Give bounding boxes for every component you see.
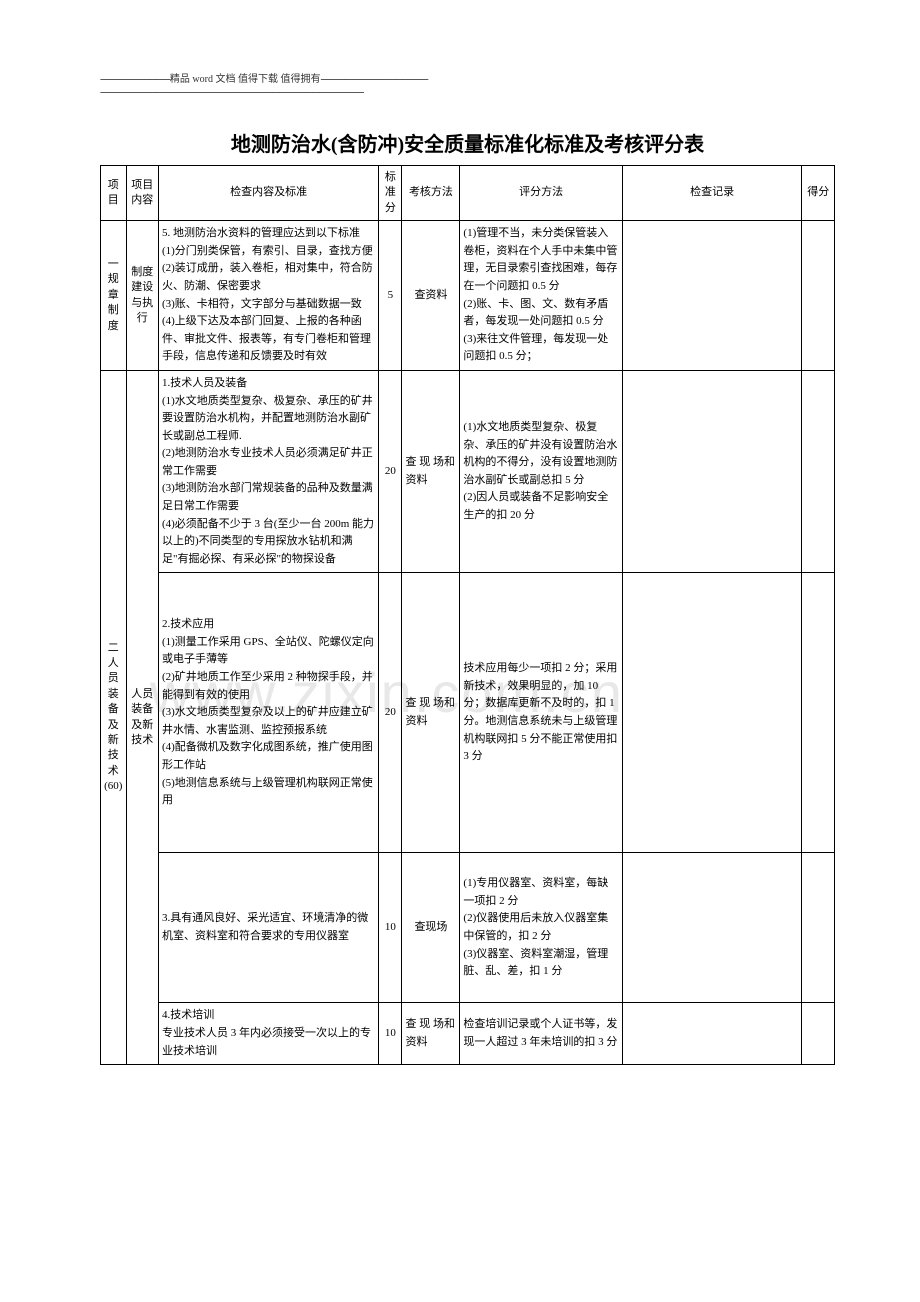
cell-scoring: (1)管理不当，未分类保管装入卷柜，资料在个人手中未集中管理，无目录索引查找困难… [460,221,622,371]
header-line-1: ------------------------------精品 word 文档… [100,70,835,85]
col-header-points: 得分 [802,166,835,221]
table-row: 4.技术培训专业技术人员 3 年内必须接受一次以上的专业技术培训 10 查 现 … [101,1003,835,1065]
col-header-score: 标准分 [379,166,402,221]
cell-points [802,370,835,573]
cell-content: 3.具有通风良好、采光适宜、环境清净的微机室、资料室和符合要求的专用仪器室 [158,853,378,1003]
cell-score: 10 [379,853,402,1003]
cell-project: 一规章制度 [101,221,127,371]
cell-method: 查 现 场和资料 [402,573,460,853]
cell-score: 20 [379,370,402,573]
cell-method: 查 现 场和资料 [402,370,460,573]
cell-content: 4.技术培训专业技术人员 3 年内必须接受一次以上的专业技术培训 [158,1003,378,1065]
cell-record [622,853,802,1003]
page-title: 地测防治水(含防冲)安全质量标准化标准及考核评分表 [100,128,835,157]
cell-method: 查资料 [402,221,460,371]
cell-score: 10 [379,1003,402,1065]
cell-scoring: (1)水文地质类型复杂、极复杂、承压的矿井没有设置防治水机构的不得分，没有设置地… [460,370,622,573]
col-header-item: 项目内容 [126,166,158,221]
col-header-project: 项目 [101,166,127,221]
cell-item: 人员装备及新技术 [126,370,158,1064]
cell-record [622,1003,802,1065]
table-row: 2.技术应用(1)测量工作采用 GPS、全站仪、陀螺仪定向或电子手薄等(2)矿井… [101,573,835,853]
cell-score: 5 [379,221,402,371]
cell-points [802,221,835,371]
table-row: 二人员装备及新技术(60) 人员装备及新技术 1.技术人员及装备(1)水文地质类… [101,370,835,573]
cell-item: 制度建设与执行 [126,221,158,371]
table-row: 3.具有通风良好、采光适宜、环境清净的微机室、资料室和符合要求的专用仪器室 10… [101,853,835,1003]
cell-project: 二人员装备及新技术(60) [101,370,127,1064]
cell-score: 20 [379,573,402,853]
col-header-scoring: 评分方法 [460,166,622,221]
cell-points [802,1003,835,1065]
table-row: 一规章制度 制度建设与执行 5. 地测防治水资料的管理应达到以下标准(1)分门别… [101,221,835,371]
cell-method: 查 现 场和资料 [402,1003,460,1065]
col-header-method: 考核方法 [402,166,460,221]
table-header-row: 项目 项目内容 检查内容及标准 标准分 考核方法 评分方法 检查记录 得分 [101,166,835,221]
col-header-record: 检查记录 [622,166,802,221]
cell-record [622,573,802,853]
cell-content: 1.技术人员及装备(1)水文地质类型复杂、极复杂、承压的矿井要设置防治水机构，并… [158,370,378,573]
col-header-content: 检查内容及标准 [158,166,378,221]
cell-points [802,573,835,853]
cell-method: 查现场 [402,853,460,1003]
cell-record [622,370,802,573]
cell-content: 2.技术应用(1)测量工作采用 GPS、全站仪、陀螺仪定向或电子手薄等(2)矿井… [158,573,378,853]
cell-content: 5. 地测防治水资料的管理应达到以下标准(1)分门别类保管，有索引、目录，查找方… [158,221,378,371]
header-line-2: ----------------------------------------… [100,87,835,98]
cell-record [622,221,802,371]
scoring-table: 项目 项目内容 检查内容及标准 标准分 考核方法 评分方法 检查记录 得分 一规… [100,165,835,1065]
cell-scoring: (1)专用仪器室、资料室，每缺一项扣 2 分(2)仪器使用后未放入仪器室集中保管… [460,853,622,1003]
cell-scoring: 检查培训记录或个人证书等，发现一人超过 3 年未培训的扣 3 分 [460,1003,622,1065]
cell-points [802,853,835,1003]
cell-scoring: 技术应用每少一项扣 2 分；采用新技术，效果明显的，加 10 分；数据库更新不及… [460,573,622,853]
